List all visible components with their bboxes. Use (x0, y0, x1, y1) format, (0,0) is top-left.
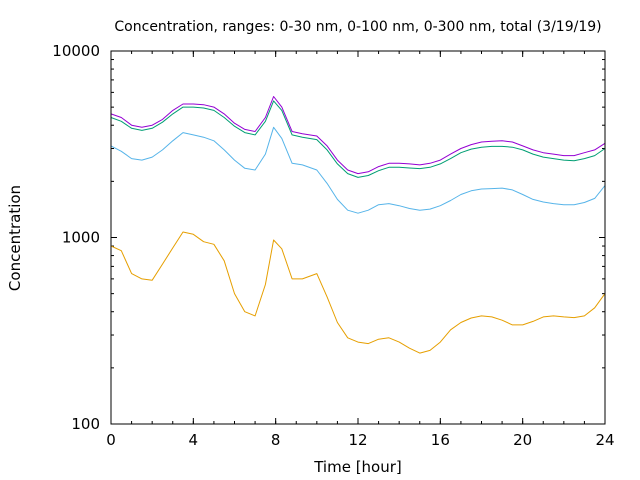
series-layer (110, 96, 606, 354)
x-tick-label: 20 (513, 431, 532, 449)
x-tick-label: 8 (271, 431, 281, 449)
x-tick-label: 12 (348, 431, 367, 449)
x-tick-label: 24 (595, 431, 614, 449)
series-line-1 (110, 100, 606, 178)
x-tick-label: 4 (189, 431, 199, 449)
chart-title: Concentration, ranges: 0-30 nm, 0-100 nm… (114, 19, 601, 35)
series-line-2 (110, 126, 606, 214)
y-tick-label: 100 (71, 415, 100, 433)
y-axis-label: Concentration (6, 185, 24, 291)
tick-labels: 0 4 8 12 16 20 24 100 1000 10000 (52, 42, 614, 449)
x-axis-label: Time [hour] (313, 458, 402, 476)
series-line-3 (110, 231, 606, 354)
series-line-0 (110, 96, 606, 175)
x-tick-label: 0 (106, 431, 116, 449)
y-tick-label: 10000 (52, 42, 100, 60)
y-tick-label: 1000 (62, 229, 100, 247)
plot-frame (110, 50, 606, 425)
x-tick-label: 16 (431, 431, 450, 449)
